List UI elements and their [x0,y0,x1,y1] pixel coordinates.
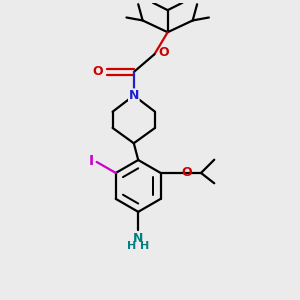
Text: O: O [158,46,169,59]
Text: O: O [181,166,192,179]
Text: N: N [133,232,143,244]
Text: O: O [93,65,103,79]
Text: H: H [140,241,149,251]
Text: N: N [129,89,139,102]
Text: I: I [88,154,94,168]
Text: H: H [127,241,136,251]
